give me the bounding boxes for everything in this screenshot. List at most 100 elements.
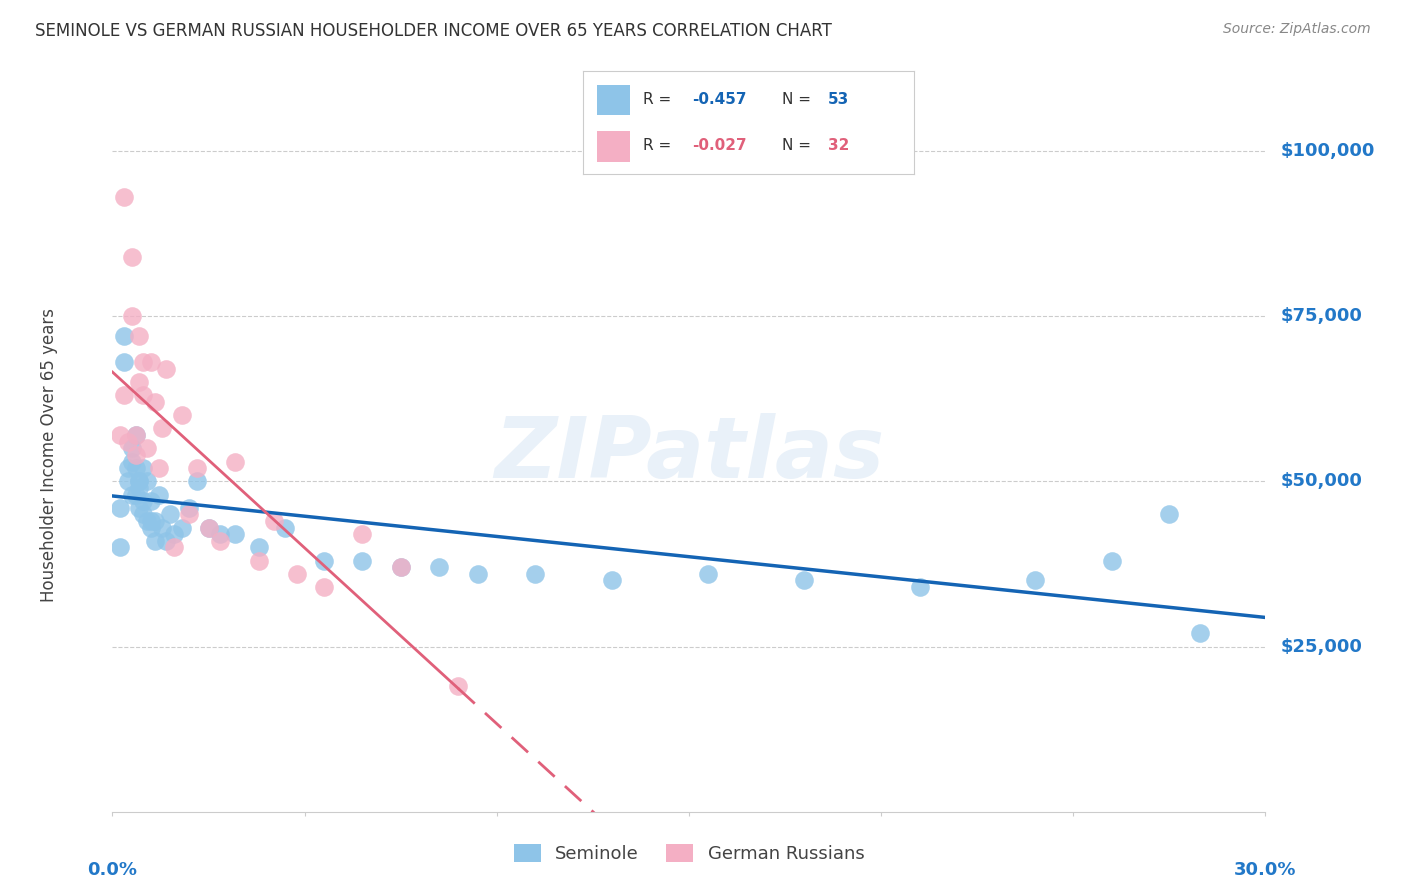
- Text: 32: 32: [828, 138, 849, 153]
- Point: [136, 514, 159, 528]
- Point: [159, 508, 181, 522]
- Text: -0.457: -0.457: [693, 92, 747, 107]
- Text: R =: R =: [643, 138, 676, 153]
- Point: [312, 580, 335, 594]
- Point: [163, 527, 186, 541]
- Point: [389, 560, 412, 574]
- Point: [128, 500, 150, 515]
- Text: $100,000: $100,000: [1281, 142, 1375, 160]
- Point: [155, 533, 177, 548]
- Text: 30.0%: 30.0%: [1234, 862, 1296, 880]
- Point: [143, 533, 166, 548]
- Point: [128, 329, 150, 343]
- Point: [128, 475, 150, 489]
- Point: [155, 362, 177, 376]
- Point: [285, 566, 308, 581]
- Text: Source: ZipAtlas.com: Source: ZipAtlas.com: [1223, 22, 1371, 37]
- Point: [139, 355, 162, 369]
- Point: [136, 442, 159, 456]
- Point: [524, 566, 547, 581]
- Text: -0.027: -0.027: [693, 138, 747, 153]
- Point: [1189, 626, 1212, 640]
- Point: [148, 487, 170, 501]
- Legend: Seminole, German Russians: Seminole, German Russians: [506, 837, 872, 871]
- Point: [697, 566, 720, 581]
- Text: Householder Income Over 65 years: Householder Income Over 65 years: [39, 308, 58, 602]
- Point: [108, 541, 131, 555]
- Point: [224, 454, 246, 468]
- Text: N =: N =: [782, 92, 815, 107]
- Point: [447, 679, 470, 693]
- Point: [117, 461, 139, 475]
- Point: [108, 500, 131, 515]
- Point: [467, 566, 489, 581]
- Point: [112, 355, 135, 369]
- Point: [143, 514, 166, 528]
- Text: $75,000: $75,000: [1281, 307, 1362, 326]
- Point: [352, 554, 374, 568]
- Text: SEMINOLE VS GERMAN RUSSIAN HOUSEHOLDER INCOME OVER 65 YEARS CORRELATION CHART: SEMINOLE VS GERMAN RUSSIAN HOUSEHOLDER I…: [35, 22, 832, 40]
- Point: [179, 508, 201, 522]
- Point: [163, 541, 186, 555]
- Point: [247, 554, 270, 568]
- Point: [132, 355, 155, 369]
- Point: [108, 428, 131, 442]
- Point: [128, 481, 150, 495]
- Point: [117, 434, 139, 449]
- Point: [139, 494, 162, 508]
- Point: [209, 533, 232, 548]
- Point: [247, 541, 270, 555]
- Point: [908, 580, 931, 594]
- Text: $25,000: $25,000: [1281, 638, 1362, 656]
- Point: [274, 520, 297, 534]
- Point: [152, 421, 174, 435]
- Point: [139, 520, 162, 534]
- Point: [112, 388, 135, 402]
- Point: [128, 475, 150, 489]
- Point: [1024, 574, 1046, 588]
- Point: [352, 527, 374, 541]
- Point: [427, 560, 450, 574]
- Point: [1159, 508, 1181, 522]
- Point: [186, 475, 208, 489]
- Point: [136, 475, 159, 489]
- Text: 0.0%: 0.0%: [87, 862, 138, 880]
- Point: [132, 388, 155, 402]
- Point: [197, 520, 219, 534]
- Point: [121, 250, 143, 264]
- Point: [139, 514, 162, 528]
- Text: N =: N =: [782, 138, 815, 153]
- Point: [132, 461, 155, 475]
- Point: [600, 574, 623, 588]
- Point: [1101, 554, 1123, 568]
- Point: [263, 514, 285, 528]
- Point: [793, 574, 815, 588]
- Point: [112, 190, 135, 204]
- Point: [112, 329, 135, 343]
- Text: $50,000: $50,000: [1281, 473, 1362, 491]
- Text: 53: 53: [828, 92, 849, 107]
- Point: [209, 527, 232, 541]
- Bar: [596, 85, 630, 115]
- Point: [117, 475, 139, 489]
- Point: [170, 520, 193, 534]
- Point: [124, 428, 146, 442]
- Point: [179, 500, 201, 515]
- Point: [148, 461, 170, 475]
- Point: [224, 527, 246, 541]
- Point: [121, 309, 143, 323]
- Point: [132, 494, 155, 508]
- Point: [124, 428, 146, 442]
- Point: [389, 560, 412, 574]
- Point: [121, 454, 143, 468]
- Point: [170, 409, 193, 423]
- Text: R =: R =: [643, 92, 676, 107]
- Bar: [596, 131, 630, 161]
- Point: [143, 395, 166, 409]
- Point: [128, 376, 150, 390]
- Point: [121, 487, 143, 501]
- Point: [152, 520, 174, 534]
- Point: [124, 487, 146, 501]
- Point: [124, 448, 146, 462]
- Point: [132, 508, 155, 522]
